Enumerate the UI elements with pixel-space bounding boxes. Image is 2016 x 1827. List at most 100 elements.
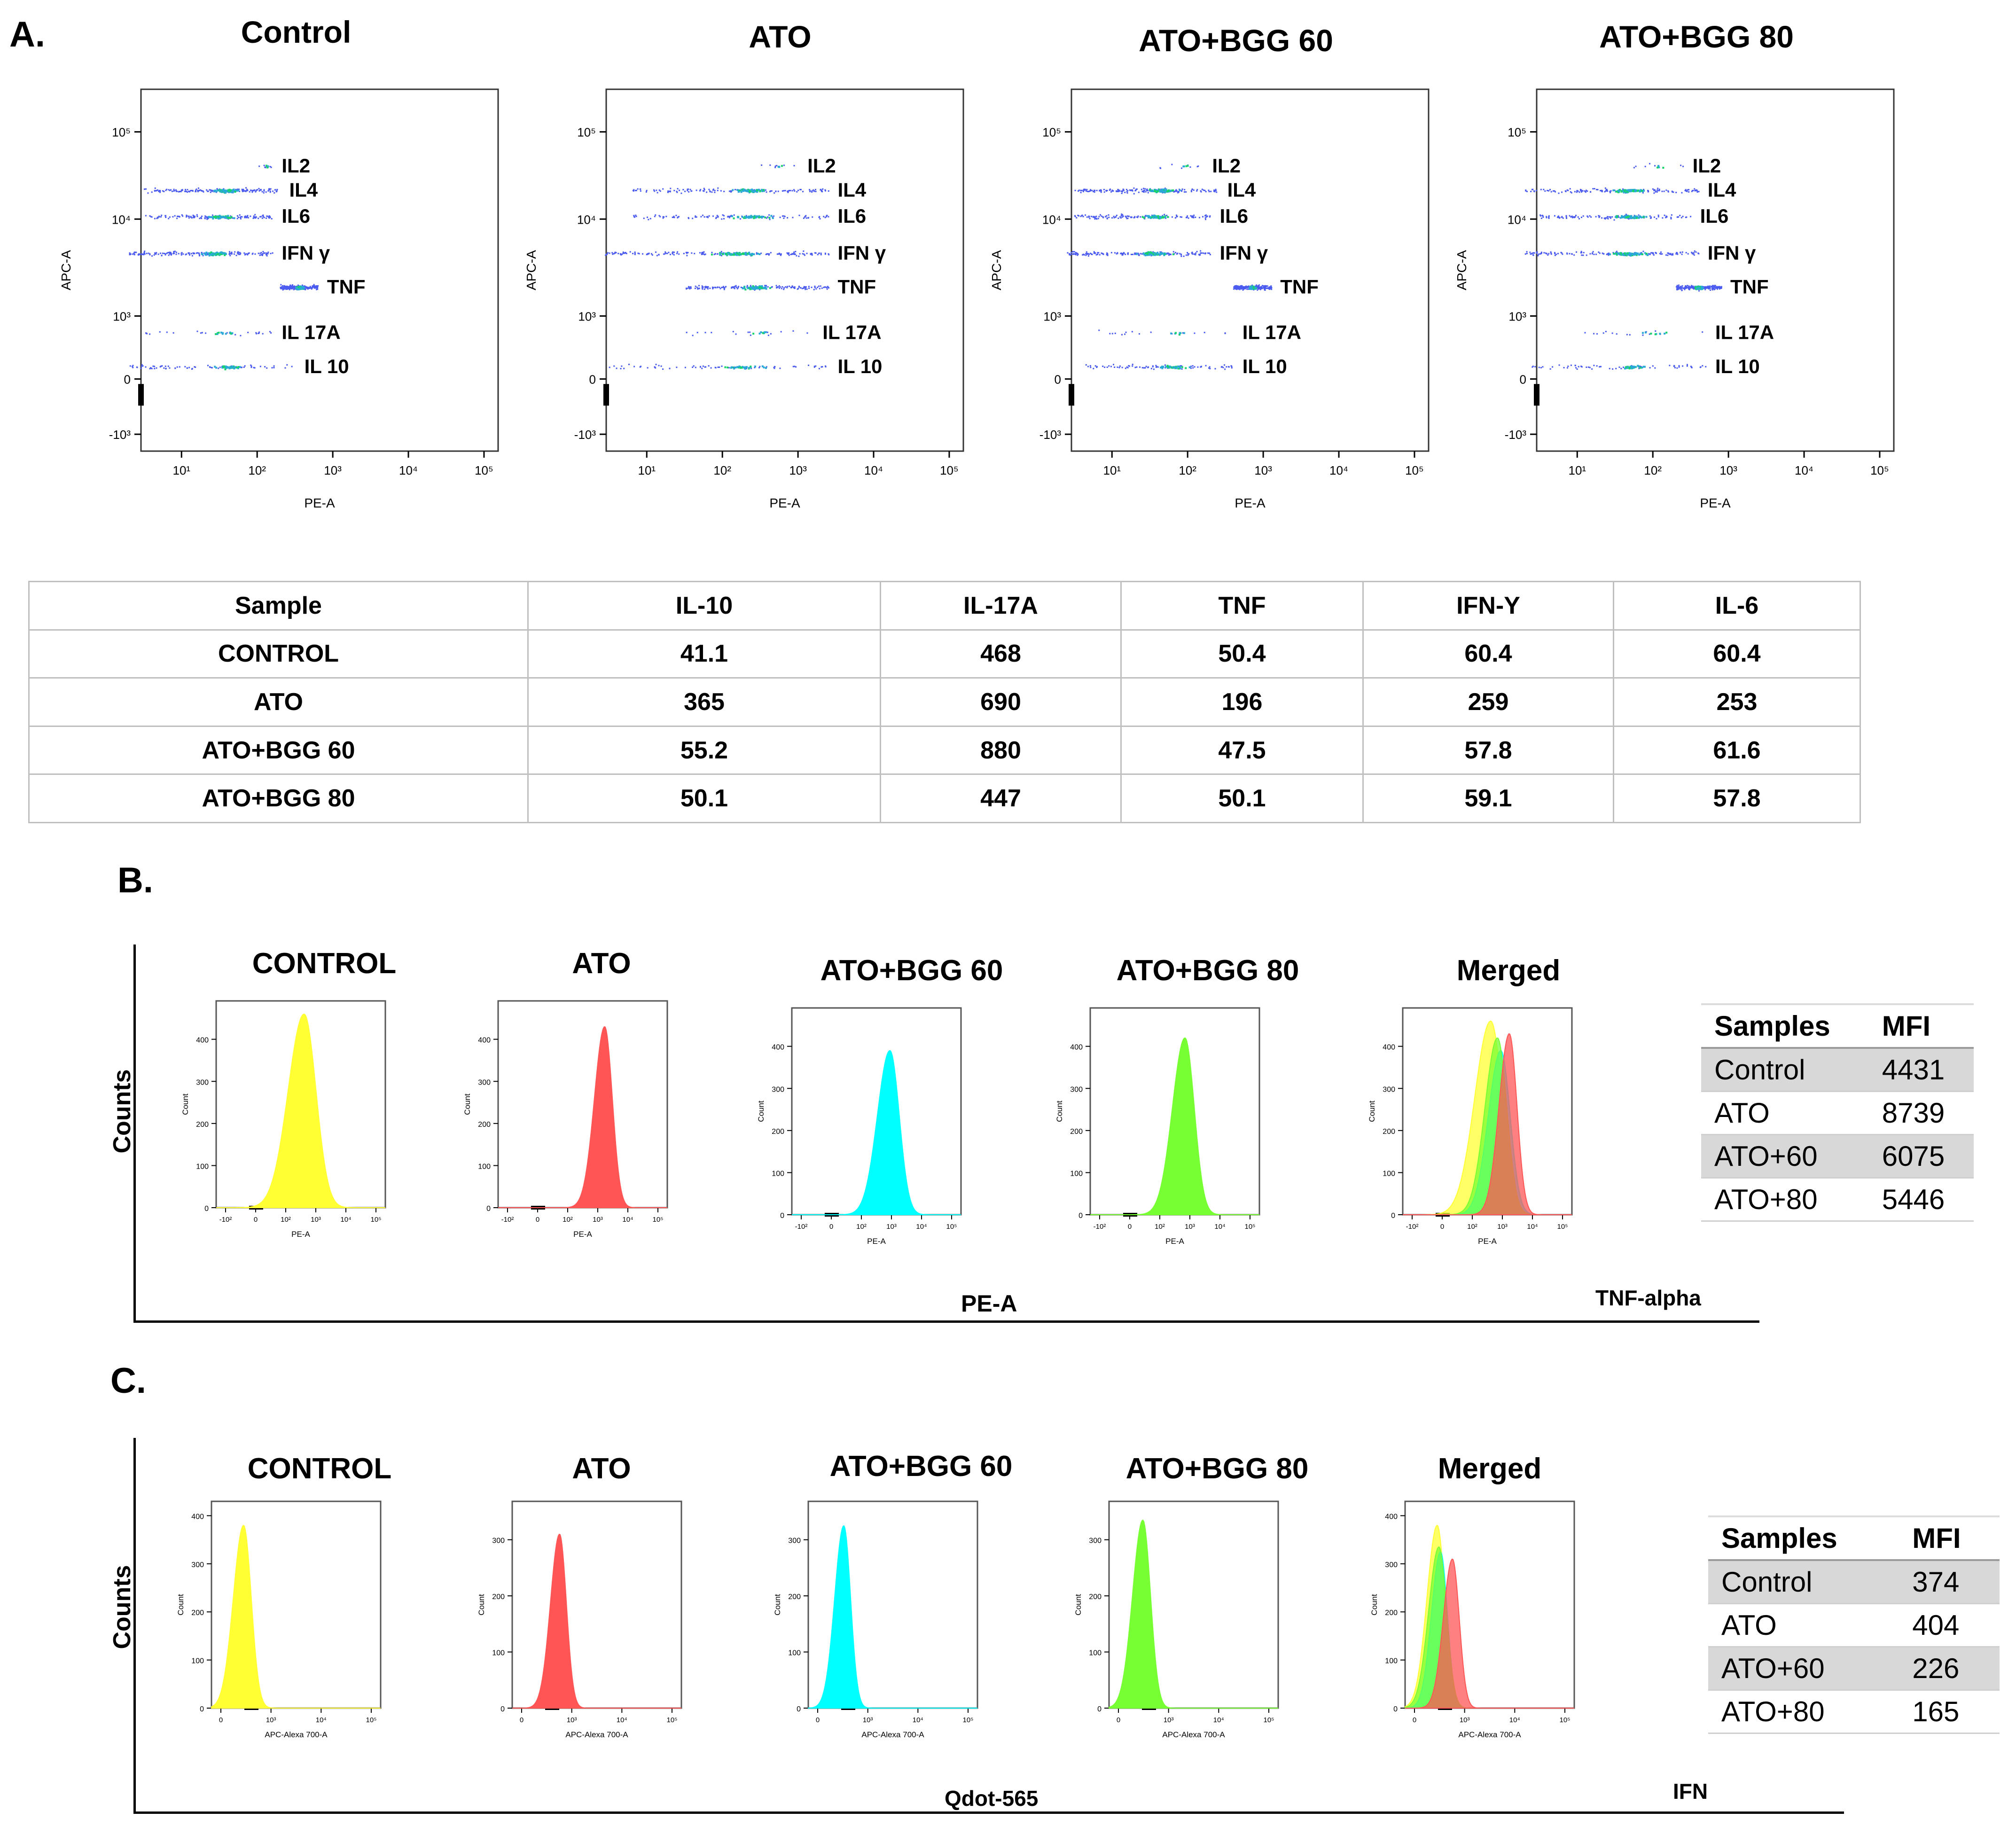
event-dot — [1215, 188, 1217, 190]
y-tick-label: 10⁵ — [577, 125, 596, 140]
table-cell: 690 — [880, 677, 1122, 727]
event-dot — [811, 287, 813, 289]
event-dot — [258, 165, 260, 167]
event-dot — [261, 191, 263, 193]
event-dot-dense — [1154, 252, 1156, 255]
event-dot — [703, 216, 705, 218]
population-il-17a — [145, 330, 272, 336]
event-dot — [703, 251, 705, 253]
event-dot — [271, 218, 273, 219]
x-tick-label: 0 — [219, 1716, 223, 1724]
event-dot — [253, 367, 255, 368]
event-dot — [1266, 285, 1267, 287]
event-dot — [767, 216, 769, 218]
event-dot — [688, 191, 690, 193]
event-dot — [236, 218, 238, 219]
event-dot — [1175, 251, 1177, 253]
event-dot — [706, 191, 708, 193]
event-dot — [165, 216, 167, 218]
event-dot — [1607, 253, 1609, 255]
x-tick-label: 10⁵ — [371, 1216, 382, 1224]
event-dot — [699, 190, 701, 192]
event-dot-dense — [222, 190, 225, 192]
population-ifn-γ — [605, 250, 830, 257]
event-dot — [1687, 287, 1688, 289]
event-dot — [189, 191, 191, 193]
population-il-17a — [1098, 329, 1226, 336]
y-tick-label: 100 — [191, 1657, 204, 1665]
event-dot — [1180, 254, 1182, 256]
event-dot — [1129, 189, 1131, 191]
x-tick-label: 10⁵ — [1245, 1223, 1256, 1231]
event-dot-dense — [1613, 252, 1615, 255]
event-dot — [151, 367, 153, 369]
event-dot-dense — [1694, 287, 1696, 289]
y-tick-label: -10³ — [574, 428, 596, 442]
event-dot — [1143, 367, 1145, 369]
event-dot — [1540, 252, 1542, 254]
event-dot — [1235, 287, 1237, 289]
x-tick-label: 10⁴ — [399, 463, 418, 477]
event-dot-dense — [748, 191, 750, 194]
event-dot — [686, 288, 688, 289]
event-dot — [1080, 215, 1082, 217]
event-dot — [1084, 189, 1086, 191]
event-dot — [1131, 216, 1133, 218]
table-row: CONTROL 41.1 468 50.4 60.4 60.4 — [28, 629, 1861, 679]
event-dot-dense — [1642, 366, 1645, 368]
event-dot — [187, 189, 188, 191]
event-dot — [1711, 287, 1713, 289]
event-dot — [1187, 215, 1188, 217]
event-dot-dense — [1155, 253, 1157, 255]
event-dot-dense — [1634, 215, 1636, 218]
event-dot-dense — [1633, 366, 1635, 368]
y-tick-label: 400 — [772, 1044, 784, 1052]
event-dot — [1566, 252, 1568, 254]
event-dot — [1537, 255, 1539, 257]
event-dot — [267, 190, 269, 192]
event-dot — [197, 191, 199, 193]
event-dot — [1090, 189, 1092, 191]
event-dot — [186, 253, 188, 255]
x-tick-label: -10² — [501, 1216, 514, 1224]
event-dot — [1092, 216, 1094, 218]
event-dot — [1657, 216, 1659, 218]
event-dot-dense — [761, 285, 763, 287]
event-dot — [161, 365, 163, 367]
event-dot — [184, 366, 186, 367]
event-dot — [1132, 253, 1134, 255]
event-dot-dense — [1632, 366, 1634, 368]
event-dot — [795, 250, 797, 252]
event-dot — [1159, 167, 1161, 169]
x-tick-label: 10³ — [1164, 1716, 1174, 1724]
event-dot — [1181, 167, 1183, 169]
event-dot — [291, 284, 293, 286]
event-dot — [1121, 213, 1123, 215]
event-dot-dense — [1187, 164, 1189, 167]
event-dot — [721, 365, 723, 367]
histogram-ato — [1403, 1033, 1572, 1215]
scatter-title-ato-bgg60: ATO+BGG 60 — [1139, 23, 1333, 58]
event-dot-dense — [1641, 216, 1643, 219]
event-dot-dense — [1250, 286, 1253, 289]
x-axis-label: PE-A — [291, 1230, 310, 1239]
event-dot — [1177, 191, 1179, 193]
event-dot — [1175, 214, 1177, 216]
event-dot — [1147, 189, 1149, 191]
event-dot — [270, 332, 272, 334]
event-dot — [145, 215, 147, 217]
event-dot — [1086, 190, 1088, 192]
event-dot-dense — [265, 164, 267, 167]
event-dot — [1119, 216, 1121, 218]
event-dot-dense — [745, 190, 747, 192]
event-dot — [673, 216, 675, 218]
event-dot — [167, 252, 169, 254]
event-dot — [1598, 215, 1600, 217]
event-dot — [1237, 286, 1239, 288]
event-dot — [776, 164, 778, 166]
event-dot-dense — [1179, 366, 1181, 368]
event-dot — [1682, 365, 1684, 367]
event-dot — [773, 215, 775, 217]
event-dot — [1589, 215, 1591, 217]
event-dot-dense — [1612, 189, 1615, 192]
